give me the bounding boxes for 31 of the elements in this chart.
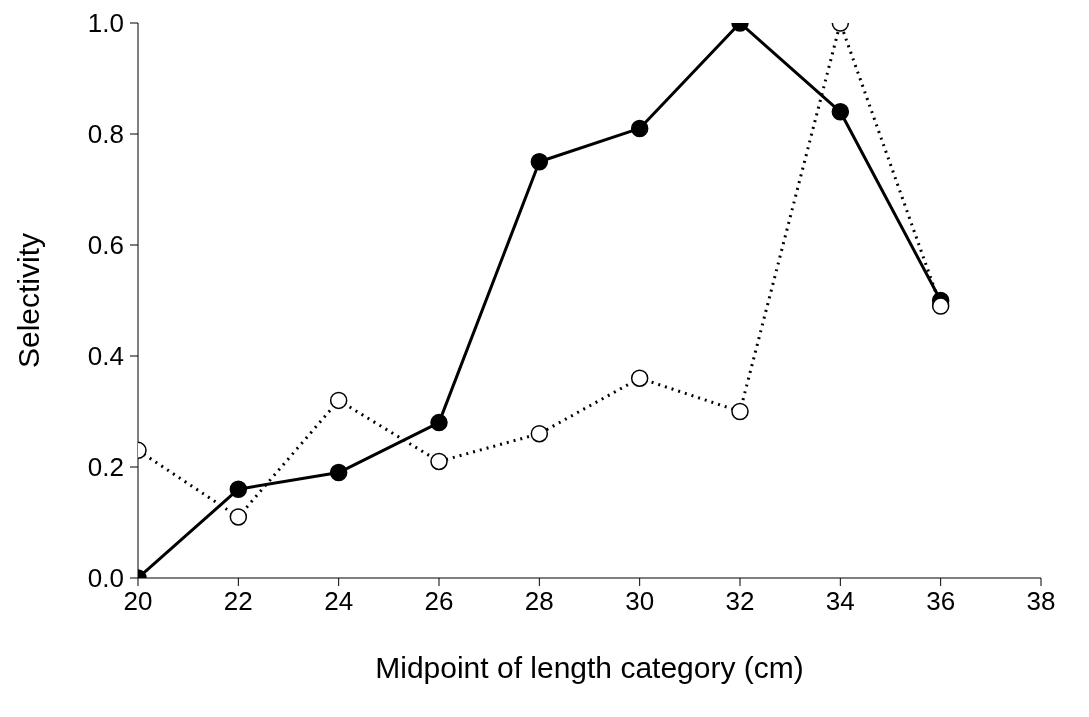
point [329, 463, 348, 482]
x-tick-label: 20 [123, 586, 153, 617]
point [731, 402, 749, 421]
y-tick-label: 0.4 [87, 341, 124, 372]
point [630, 119, 649, 138]
y-tick-label: 1.0 [87, 8, 124, 39]
y-axis-title: Selectivity [11, 232, 45, 369]
y-tick-label: 0.8 [87, 119, 124, 150]
x-tick-label: 34 [825, 586, 855, 617]
x-tick-label: 24 [324, 586, 354, 617]
point [831, 103, 850, 121]
x-tick-label: 22 [223, 586, 253, 617]
point [430, 452, 448, 471]
x-tick-label: 30 [625, 586, 655, 617]
x-axis-title: Midpoint of length category (cm) [375, 651, 804, 684]
x-tick-label: 32 [725, 586, 755, 617]
y-tick-label: 0.0 [87, 563, 124, 594]
point [530, 424, 549, 443]
point [630, 369, 649, 387]
point [430, 413, 448, 432]
x-tick-label: 26 [424, 586, 454, 617]
point [229, 508, 248, 526]
y-tick-label: 0.2 [87, 452, 124, 483]
x-tick-label: 28 [524, 586, 554, 617]
point [931, 297, 950, 315]
y-tick-label: 0.6 [87, 230, 124, 261]
x-tick-label: 38 [1026, 586, 1056, 617]
x-tick-label: 36 [926, 586, 956, 617]
point [329, 391, 348, 410]
point [229, 480, 248, 498]
point [530, 153, 549, 171]
